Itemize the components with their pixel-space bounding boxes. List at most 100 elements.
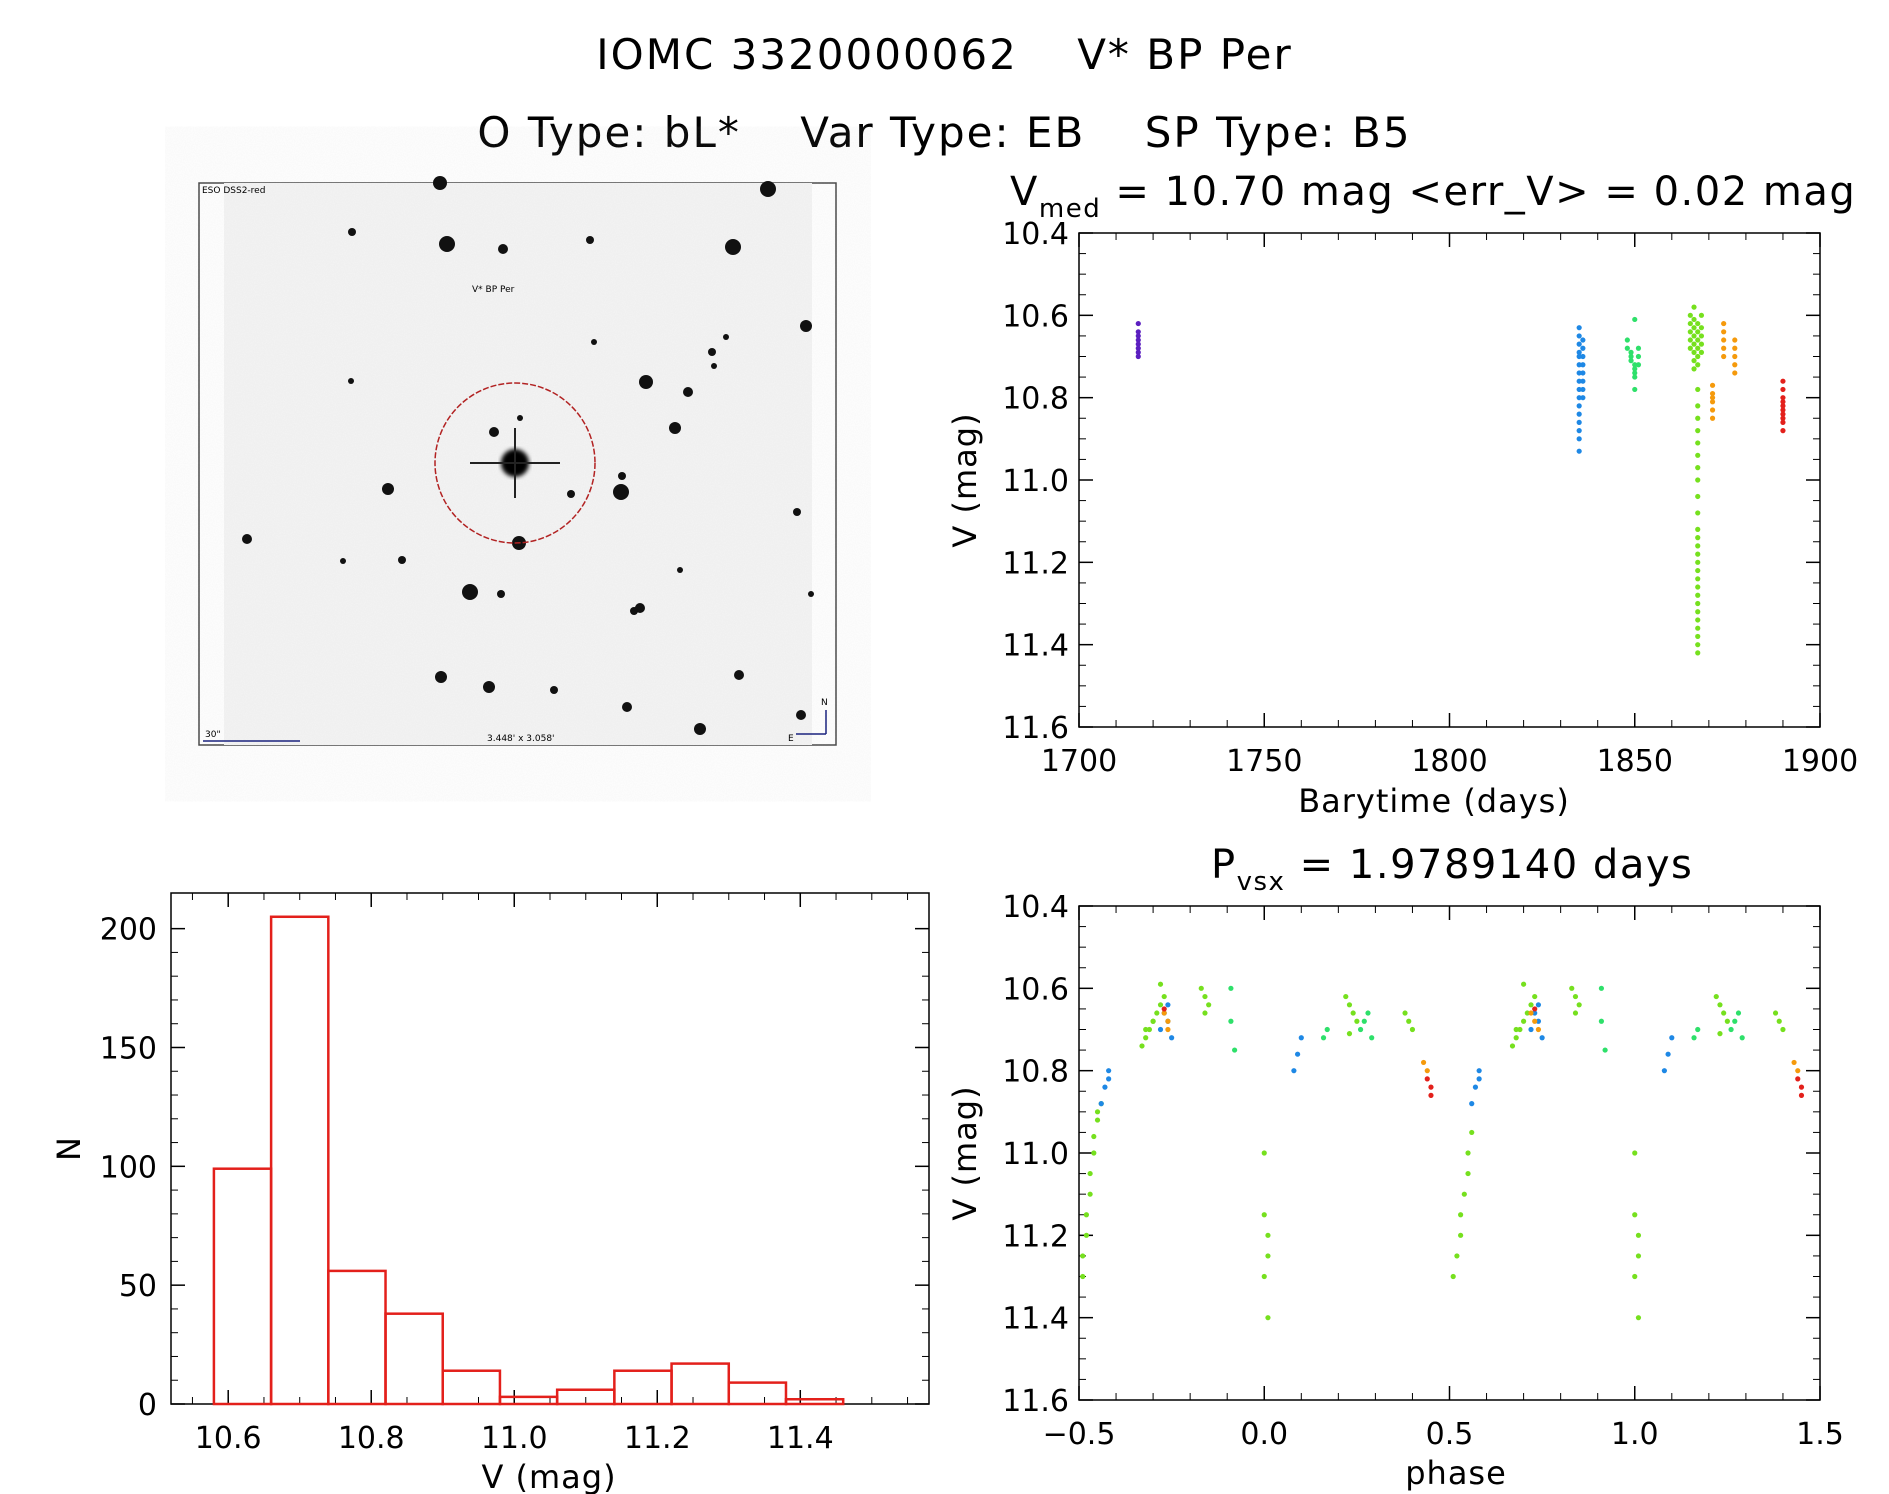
object-type: O Type: bL* (477, 108, 741, 157)
phased-point (1454, 1253, 1460, 1259)
spectral-type: SP Type: B5 (1144, 108, 1412, 157)
lightcurve-point (1580, 386, 1586, 393)
phased-point (1143, 1035, 1149, 1041)
lightcurve-ylabel: V (mag) (946, 412, 984, 547)
phased-point (1728, 1026, 1734, 1033)
finder-star (439, 236, 455, 252)
phased-point (1602, 1047, 1608, 1053)
lightcurve-title-sub: med (1039, 194, 1101, 224)
phased-point (1094, 1117, 1101, 1123)
lightcurve-point (1576, 353, 1582, 360)
phased-ytick-label: 11.0 (1002, 1137, 1069, 1172)
phased-point (1450, 1273, 1456, 1280)
finder-star (497, 590, 505, 598)
lightcurve-point (1628, 358, 1634, 364)
phased-point (1528, 1002, 1534, 1008)
phased-point (1091, 1150, 1097, 1156)
histogram-chart: 0 50 100 150 200 10.6 10.8 11.0 11.2 11.4 V (mag)… (50, 892, 930, 1494)
phased-point (1472, 1084, 1479, 1090)
phased-point (1598, 985, 1605, 991)
lightcurve-point (1576, 333, 1582, 339)
lightcurve-point (1624, 337, 1630, 343)
phased-point (1106, 1068, 1112, 1074)
phased-frame (1078, 905, 1821, 1401)
phased-ytick-label: 11.2 (1002, 1219, 1069, 1254)
lightcurve-point (1709, 415, 1716, 421)
phased-point (1791, 1059, 1797, 1066)
finder-star (622, 702, 632, 712)
lightcurve-point (1576, 362, 1582, 368)
lightcurve-point (1691, 333, 1697, 339)
phased-point (1735, 1010, 1742, 1016)
lightcurve-point (1135, 341, 1141, 347)
lightcurve-point (1691, 358, 1697, 364)
lightcurve-point (1780, 419, 1786, 425)
lightcurve-point (1580, 378, 1586, 384)
finder-scale-label: 30" (205, 730, 221, 740)
lightcurve-ytick-label: 11.4 (1002, 629, 1069, 664)
histogram-bar (784, 1397, 845, 1406)
phased-point (1324, 1026, 1330, 1033)
lightcurve-point (1687, 312, 1693, 318)
lightcurve-point (1576, 411, 1582, 417)
histogram-bar (327, 1269, 387, 1406)
phased-point (1521, 981, 1527, 987)
lightcurve-point (1780, 399, 1786, 405)
phased-point (1424, 1068, 1430, 1074)
phased-ytick-label: 10.8 (1002, 1055, 1069, 1090)
finder-star (398, 556, 406, 564)
phased-point (1572, 993, 1579, 1000)
phased-point (1532, 1006, 1538, 1012)
finder-star (694, 723, 706, 735)
lightcurve-point (1135, 337, 1141, 343)
finder-star (498, 244, 508, 254)
phased-point (1261, 1212, 1267, 1218)
phased-point (1083, 1232, 1090, 1238)
phased-point (1265, 1315, 1271, 1321)
phased-point (1169, 1035, 1175, 1041)
phased-point (1465, 1170, 1471, 1177)
phased-point (1576, 1002, 1582, 1008)
header-line-1: IOMC 3320000062 V* BP Per (0, 30, 1889, 79)
lightcurve-point (1687, 345, 1693, 351)
lightcurve-point (1691, 366, 1697, 372)
phased-point (1535, 1002, 1542, 1008)
phased-point (1465, 1150, 1471, 1156)
phased-point (1420, 1059, 1427, 1066)
phased-point (1632, 1150, 1638, 1156)
phased-point (1146, 1026, 1152, 1033)
histogram-bar (384, 1312, 444, 1406)
lightcurve-point (1580, 353, 1586, 360)
phased-ytick-label: 10.6 (1002, 972, 1069, 1007)
phased-point (1535, 1026, 1542, 1033)
phased-point (1080, 1253, 1086, 1259)
histogram-xtick-label: 10.6 (195, 1421, 262, 1456)
lightcurve-point (1635, 362, 1642, 368)
phased-point (1080, 1273, 1086, 1280)
phased-point (1469, 1129, 1475, 1136)
finder-star (639, 375, 653, 389)
phased-point (1294, 1051, 1301, 1057)
lightcurve-point (1732, 362, 1738, 368)
lightcurve-point (1732, 353, 1738, 360)
phased-point (1635, 1253, 1642, 1259)
phased-point (1202, 1010, 1208, 1016)
phased-point (1150, 1018, 1156, 1024)
lightcurve-point (1628, 353, 1634, 360)
lightcurve-point (1576, 395, 1582, 401)
phased-point (1343, 993, 1349, 1000)
phased-point (1102, 1084, 1108, 1090)
lightcurve-point (1695, 477, 1701, 483)
histogram-bar (269, 915, 330, 1406)
lightcurve-point (1576, 419, 1582, 425)
phased-ytick-label: 11.6 (1002, 1384, 1069, 1419)
lightcurve-point (1709, 399, 1716, 405)
finder-star (708, 348, 716, 356)
finder-star (591, 339, 597, 345)
histogram-bar (441, 1369, 502, 1406)
lightcurve-point (1580, 345, 1586, 351)
finder-fov-label: 3.448' x 3.058' (487, 734, 555, 744)
lightcurve-point (1698, 325, 1705, 331)
lightcurve-point (1695, 642, 1701, 648)
phased-point (1528, 1026, 1534, 1033)
